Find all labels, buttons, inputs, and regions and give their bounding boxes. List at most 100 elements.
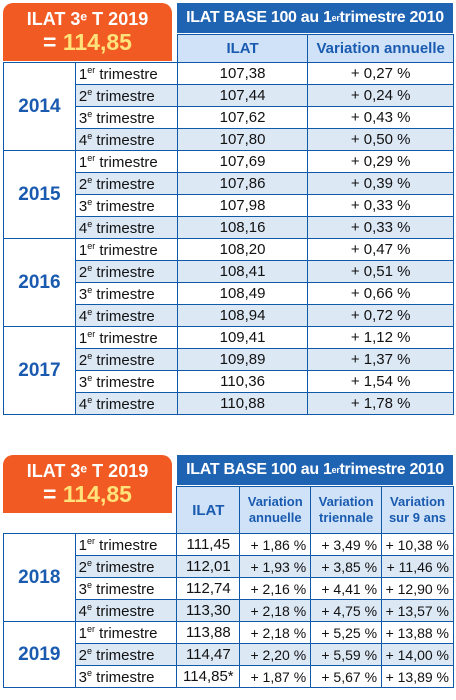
quarter-label: 1er trimestre (74, 326, 178, 349)
quarter-label: 2e trimestre (74, 643, 178, 666)
table-row: 3e trimestre 107,98 + 0,33 % (4, 194, 454, 217)
quarter-word: trimestre (92, 219, 155, 237)
quarter-word: trimestre (95, 153, 158, 171)
ilat-value: 107,38 (176, 62, 309, 85)
quarter-label: 3e trimestre (74, 282, 178, 305)
table-row: 3e trimestre 114,85* + 1,87 % + 5,67 % + 13,… (4, 665, 454, 688)
title-post: trimestre 2010 (339, 9, 445, 26)
ilat-value: 114,47 (176, 643, 241, 666)
bottom-table-title: ILAT BASE 100 au 1 er trimestre 2010 (177, 455, 453, 485)
col-header-text: ILAT (192, 501, 225, 519)
quarter-number: 2 (78, 263, 88, 281)
quarter-number: 2 (78, 351, 88, 369)
ilat-value: 107,86 (176, 172, 309, 195)
quarter-label: 4e trimestre (74, 216, 178, 239)
ilat-value: 113,30 (176, 599, 241, 622)
variation-triennale-value: + 5,25 % (310, 621, 383, 644)
quarter-word: trimestre (92, 109, 155, 127)
header-spacer (4, 35, 76, 63)
ilat-value: 108,94 (176, 304, 309, 327)
table-row: 3e trimestre 107,62 + 0,43 % (4, 106, 454, 129)
quarter-number: 4 (78, 307, 88, 325)
col-header-line2: annuelle (248, 510, 302, 525)
quarter-word: trimestre (95, 329, 158, 347)
variation-annuelle-value: + 0,72 % (307, 304, 454, 327)
variation-triennale-value: + 4,75 % (310, 599, 383, 622)
quarter-suffix: e (87, 218, 93, 229)
title-sup: er (331, 465, 340, 475)
col-header-ilat: ILAT (176, 486, 241, 534)
ilat-value: 111,45 (176, 533, 241, 556)
ilat-value: 107,62 (176, 106, 309, 129)
badge-prefix: = (43, 481, 63, 507)
bottom-ilat-badge: ILAT 3ᵉ T 2019 = 114,85 (3, 455, 172, 513)
quarter-word: trimestre (92, 307, 155, 325)
quarter-number: 4 (78, 219, 88, 237)
quarter-number: 3 (78, 668, 87, 686)
variation-annuelle-value: + 0,51 % (307, 260, 454, 283)
quarter-number: 4 (78, 602, 87, 620)
badge-title: ILAT 3ᵉ T 2019 (26, 9, 149, 29)
quarter-number: 1 (78, 241, 88, 259)
variation-annuelle-value: + 1,12 % (307, 326, 454, 349)
col-header-variation-9-ans: Variation sur 9 ans (381, 486, 454, 534)
table-row: 4e trimestre 108,16 + 0,33 % (4, 216, 454, 239)
quarter-label: 1er trimestre (74, 62, 178, 85)
ilat-value: 112,74 (176, 577, 241, 600)
quarter-suffix: er (87, 240, 96, 251)
ilat-value: 108,49 (176, 282, 309, 305)
col-header-line1: Variation (318, 494, 374, 509)
quarter-label: 1er trimestre (74, 621, 178, 644)
quarter-suffix: e (87, 108, 93, 119)
table-row: 2015 1er trimestre 107,69 + 0,29 % (3, 150, 454, 239)
ilat-value: 107,98 (176, 194, 309, 217)
table-row: 4e trimestre 110,88 + 1,78 % (4, 392, 454, 415)
title-sup: er (331, 13, 340, 23)
bottom-table-block: ILAT 3ᵉ T 2019 = 114,85 ILAT BASE 100 au… (0, 455, 456, 700)
quarter-suffix: e (86, 601, 92, 612)
variation-annuelle-value: + 1,87 % (239, 665, 312, 688)
quarter-number: 1 (78, 536, 87, 554)
quarter-number: 3 (78, 373, 88, 391)
col-header-line2: triennale (318, 510, 374, 525)
quarter-label: 4e trimestre (74, 392, 178, 415)
quarter-suffix: e (86, 645, 92, 656)
header-spacer (75, 487, 177, 534)
variation-annuelle-value: + 0,66 % (307, 282, 454, 305)
quarter-word: trimestre (95, 624, 158, 642)
quarter-suffix: e (87, 284, 93, 295)
quarter-suffix: e (87, 86, 93, 97)
table-row: 2014 1er trimestre 107,38 + 0,27 % (3, 62, 454, 151)
variation-annuelle-value: + 2,16 % (239, 577, 312, 600)
year-label: 2016 (3, 238, 76, 327)
quarter-number: 2 (78, 87, 88, 105)
quarter-word: trimestre (92, 197, 155, 215)
ilat-value: 113,88 (176, 621, 241, 644)
quarter-word: trimestre (92, 87, 155, 105)
badge-value-line: = 114,85 (43, 481, 132, 507)
quarter-suffix: e (87, 306, 93, 317)
quarter-word: trimestre (92, 558, 155, 576)
variation-9-ans-value: + 13,88 % (381, 621, 454, 644)
bottom-table-body: 2018 1er trimestre 111,45 + 1,86 % + 3,49 % +… (3, 533, 454, 688)
variation-annuelle-value: + 0,24 % (307, 84, 454, 107)
quarter-suffix: e (87, 350, 93, 361)
variation-annuelle-value: + 2,18 % (239, 599, 312, 622)
variation-triennale-value: + 3,85 % (310, 555, 383, 578)
quarter-label: 1er trimestre (74, 533, 178, 556)
variation-9-ans-value: + 13,89 % (381, 665, 454, 688)
quarter-suffix: e (87, 372, 93, 383)
quarter-suffix: e (87, 174, 93, 185)
quarter-word: trimestre (92, 373, 155, 391)
badge-value: 114,85 (62, 481, 132, 507)
quarter-label: 2e trimestre (74, 555, 178, 578)
table-row: 2019 1er trimestre 113,88 + 2,18 % + 5,25 % +… (3, 621, 454, 688)
quarter-word: trimestre (92, 131, 155, 149)
variation-annuelle-value: + 2,18 % (239, 621, 312, 644)
table-row: 2017 1er trimestre 109,41 + 1,12 % (3, 326, 454, 415)
ilat-value: 108,41 (176, 260, 309, 283)
ilat-value: 108,20 (176, 238, 309, 261)
badge-value: 114,85 (62, 29, 132, 55)
table-row: 2e trimestre 109,89 + 1,37 % (4, 348, 454, 371)
variation-triennale-value: + 4,41 % (310, 577, 383, 600)
